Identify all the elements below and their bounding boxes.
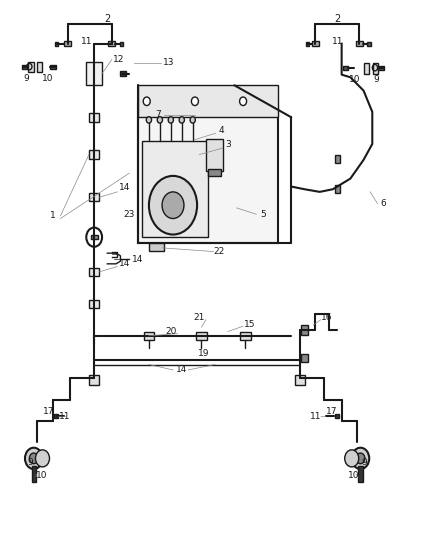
Bar [306, 42, 309, 46]
Text: 9: 9 [373, 76, 379, 84]
Text: 9: 9 [27, 458, 33, 467]
Text: 6: 6 [380, 199, 386, 208]
Text: 4: 4 [219, 126, 224, 134]
Bar [196, 332, 207, 340]
Bar [142, 141, 208, 237]
Bar [50, 65, 56, 69]
Bar [120, 42, 123, 46]
Text: 17: 17 [326, 407, 338, 416]
Bar [301, 354, 308, 362]
Text: 11: 11 [59, 413, 71, 421]
Bar [335, 185, 340, 193]
Bar [138, 85, 278, 117]
Bar [54, 414, 58, 418]
Bar [22, 65, 27, 69]
Text: 14: 14 [119, 183, 131, 192]
Bar [358, 466, 363, 482]
Bar [89, 150, 99, 159]
Text: 13: 13 [163, 59, 174, 67]
Text: 9: 9 [361, 458, 367, 467]
Text: 23: 23 [124, 210, 135, 219]
Text: 21: 21 [194, 313, 205, 321]
Bar [89, 113, 99, 122]
Bar [120, 71, 126, 76]
Bar [55, 42, 58, 46]
Text: 9: 9 [23, 75, 29, 83]
Circle shape [345, 450, 359, 467]
Text: 14: 14 [176, 366, 187, 374]
Text: 15: 15 [244, 320, 255, 328]
Circle shape [190, 117, 195, 123]
Bar [335, 155, 340, 163]
Bar [64, 41, 71, 46]
Bar [208, 169, 221, 176]
Circle shape [149, 176, 197, 235]
Circle shape [86, 228, 102, 247]
Bar [37, 62, 42, 72]
Bar [108, 41, 115, 46]
Circle shape [168, 117, 173, 123]
Bar [240, 332, 251, 340]
Circle shape [352, 448, 369, 469]
Bar [343, 66, 348, 70]
Bar [295, 375, 305, 385]
Circle shape [157, 117, 162, 123]
Text: 1: 1 [49, 212, 56, 220]
Circle shape [146, 117, 152, 123]
Text: 2: 2 [104, 14, 110, 23]
Text: 14: 14 [132, 255, 144, 264]
Bar [356, 41, 363, 46]
Text: 11: 11 [81, 37, 92, 46]
Text: 12: 12 [113, 55, 124, 64]
Bar [373, 63, 378, 74]
Bar [89, 233, 99, 241]
Circle shape [240, 97, 247, 106]
Bar [378, 66, 384, 70]
Bar [335, 414, 339, 418]
Text: 10: 10 [42, 75, 53, 83]
Bar [89, 375, 99, 385]
Circle shape [35, 450, 49, 467]
Text: 5: 5 [260, 210, 266, 219]
Text: 16: 16 [321, 313, 332, 321]
Bar [86, 62, 102, 85]
Circle shape [25, 448, 42, 469]
Bar [312, 41, 319, 46]
Bar [138, 104, 278, 243]
Bar [367, 42, 371, 46]
Bar [32, 466, 36, 482]
Text: 22: 22 [213, 247, 225, 256]
Circle shape [191, 97, 198, 106]
Text: 10: 10 [349, 76, 360, 84]
Text: 14: 14 [119, 260, 131, 268]
Bar [206, 139, 223, 171]
Text: 10: 10 [348, 471, 360, 480]
Text: 11: 11 [332, 37, 343, 46]
Circle shape [356, 453, 365, 464]
Circle shape [143, 97, 150, 106]
Bar [301, 325, 308, 335]
Text: 10: 10 [36, 471, 47, 480]
Text: 3: 3 [225, 141, 231, 149]
Circle shape [162, 192, 184, 219]
Text: 20: 20 [165, 327, 177, 336]
Text: 19: 19 [198, 350, 209, 358]
Bar [28, 62, 34, 72]
Text: 11: 11 [310, 413, 321, 421]
Circle shape [179, 117, 184, 123]
Bar [149, 243, 164, 251]
Bar [144, 332, 154, 340]
Text: 7: 7 [155, 110, 161, 119]
Bar [364, 63, 369, 74]
Text: 2: 2 [334, 14, 340, 23]
Bar [89, 268, 99, 276]
Circle shape [29, 453, 38, 464]
Bar [89, 300, 99, 308]
Bar [91, 235, 98, 239]
Bar [89, 193, 99, 201]
Text: 17: 17 [43, 407, 55, 416]
